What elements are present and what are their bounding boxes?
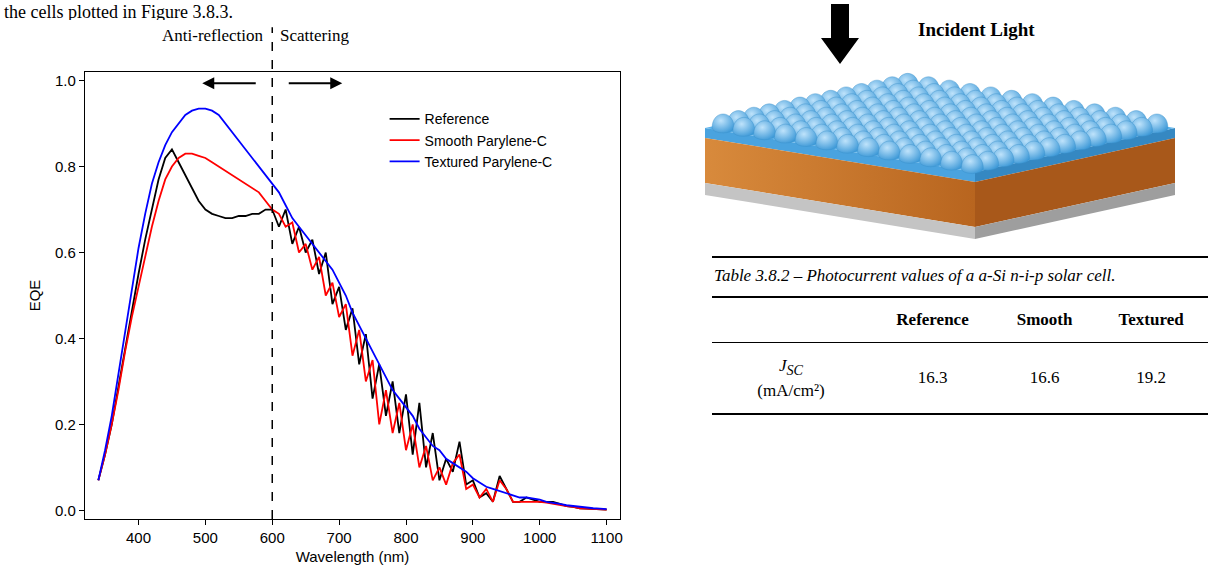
svg-text:0.2: 0.2 xyxy=(55,416,76,433)
svg-text:0.6: 0.6 xyxy=(55,244,76,261)
svg-text:Incident Light: Incident Light xyxy=(918,19,1035,40)
html-text:19.2: 19.2 xyxy=(1136,368,1166,388)
svg-text:800: 800 xyxy=(393,529,418,546)
html-text:(mA/cm²): (mA/cm²) xyxy=(757,381,825,401)
html-text:Table 3.8.2 – Photocurrent val: Table 3.8.2 – Photocurrent values of a a… xyxy=(714,266,1116,285)
svg-text:1.0: 1.0 xyxy=(55,72,76,89)
html-text:16.3: 16.3 xyxy=(917,368,948,388)
svg-text:600: 600 xyxy=(260,529,285,546)
html-text:the cells plotted in Figure 3.: the cells plotted in Figure 3.8.3. xyxy=(4,2,233,22)
svg-text:700: 700 xyxy=(327,529,352,546)
svg-text:0.8: 0.8 xyxy=(55,158,76,175)
svg-text:900: 900 xyxy=(460,529,485,546)
svg-text:EQE: EQE xyxy=(26,280,43,312)
html-text:16.6: 16.6 xyxy=(1029,368,1060,388)
svg-text:400: 400 xyxy=(126,529,151,546)
svg-text:Wavelength (nm): Wavelength (nm) xyxy=(296,548,410,565)
html-text:Smooth: Smooth xyxy=(1016,310,1073,329)
svg-text:500: 500 xyxy=(193,529,218,546)
svg-text:1000: 1000 xyxy=(523,529,556,546)
svg-text:0.4: 0.4 xyxy=(55,330,76,347)
html-text:Textured: Textured xyxy=(1118,310,1184,329)
svg-text:1100: 1100 xyxy=(590,529,622,546)
svg-text:Textured Parylene-C: Textured Parylene-C xyxy=(425,154,553,170)
svg-text:0.0: 0.0 xyxy=(55,502,76,519)
html-text:Reference: Reference xyxy=(896,310,969,329)
svg-text:Reference: Reference xyxy=(425,111,490,127)
svg-text:Anti-reflection: Anti-reflection xyxy=(162,26,264,45)
svg-text:Scattering: Scattering xyxy=(280,26,349,45)
svg-text:Smooth Parylene-C: Smooth Parylene-C xyxy=(425,133,547,149)
html-text:JSC: JSC xyxy=(779,356,803,379)
